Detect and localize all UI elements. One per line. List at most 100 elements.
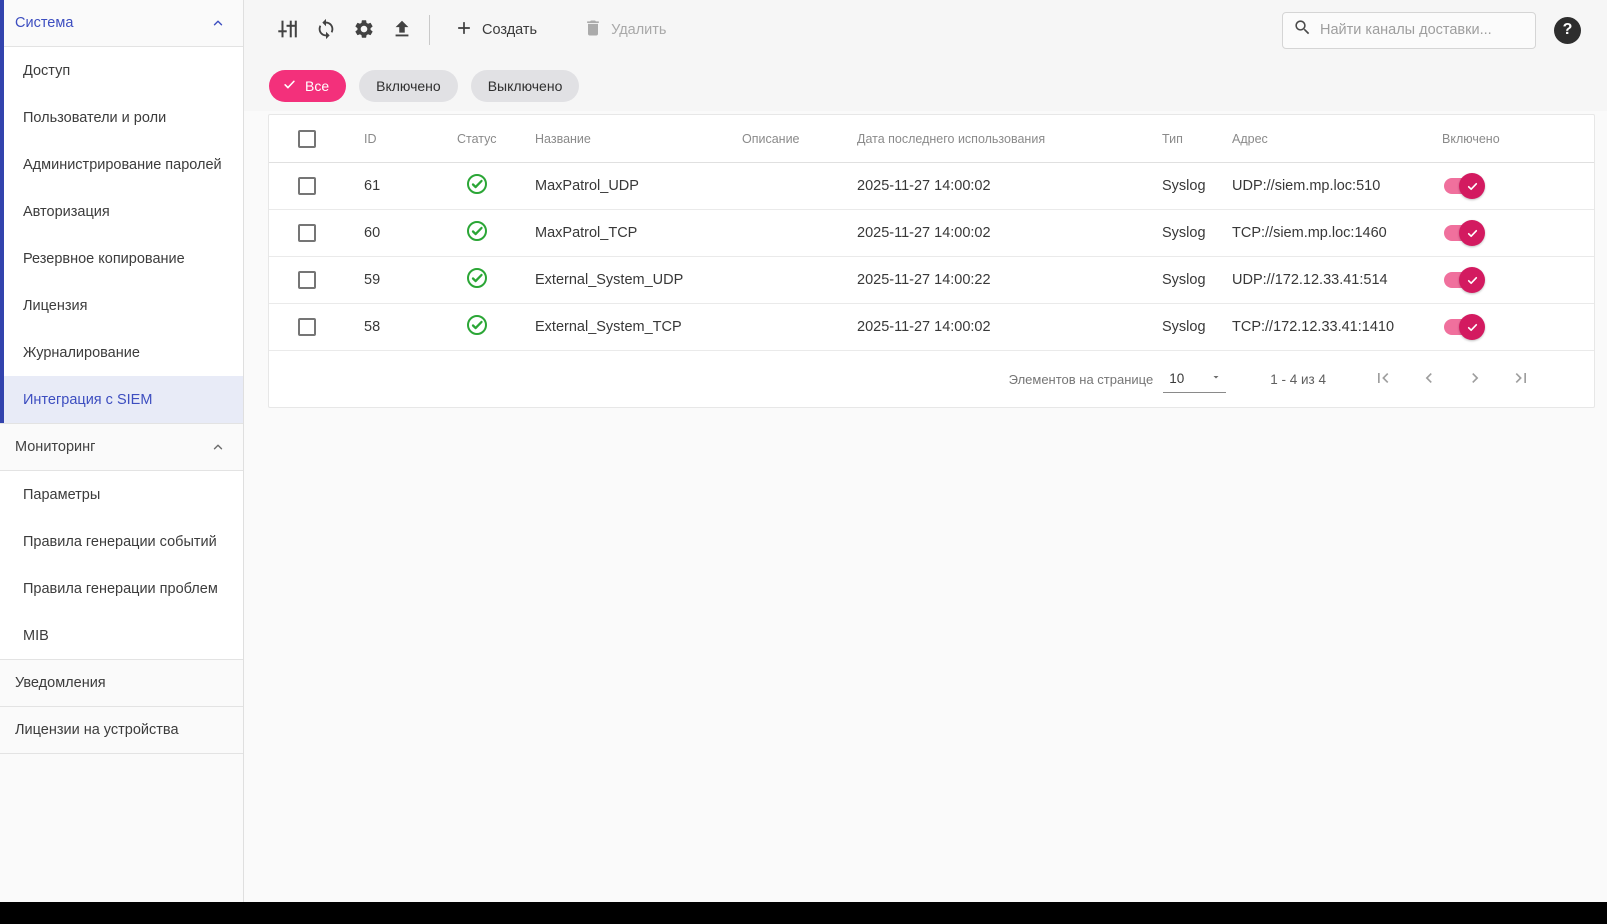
items-per-page-label: Элементов на странице <box>1008 371 1154 387</box>
active-group-accent-bar <box>0 0 4 423</box>
table-header-row: ID Статус Название Описание Дата последн… <box>269 115 1594 163</box>
sidebar-item-device-licenses[interactable]: Лицензии на устройства <box>0 707 243 754</box>
plus-icon <box>454 18 474 42</box>
search-box <box>1282 11 1536 49</box>
pagination-range-label: 1 - 4 из 4 <box>1270 371 1326 387</box>
column-header-enabled: Включено <box>1442 131 1500 146</box>
filter-chips-row: Все Включено Выключено <box>244 60 1607 111</box>
cell-address: UDP://siem.mp.loc:510 <box>1232 178 1381 194</box>
filter-chip-disabled[interactable]: Выключено <box>470 69 580 102</box>
enabled-toggle[interactable] <box>1444 173 1488 199</box>
cell-id: 60 <box>364 225 381 241</box>
status-ok-icon <box>457 172 535 200</box>
sidebar-group-system[interactable]: Система <box>0 0 243 47</box>
cell-name: MaxPatrol_TCP <box>535 225 638 241</box>
sidebar-item-password-admin[interactable]: Администрирование паролей <box>0 141 243 188</box>
app-window: Система Доступ Пользователи и роли Админ… <box>0 0 1607 902</box>
sidebar-item-notifications[interactable]: Уведомления <box>0 660 243 707</box>
pagination-nav <box>1368 364 1536 394</box>
sidebar-item-parameters[interactable]: Параметры <box>0 471 243 518</box>
cell-id: 58 <box>364 319 381 335</box>
sidebar-item-authorization[interactable]: Авторизация <box>0 188 243 235</box>
sidebar-item-backup[interactable]: Резервное копирование <box>0 235 243 282</box>
refresh-button[interactable] <box>307 11 345 49</box>
chevron-up-icon <box>211 440 225 454</box>
cell-last-used: 2025-11-27 14:00:22 <box>857 272 991 288</box>
next-page-button[interactable] <box>1460 364 1490 394</box>
sidebar-group-label: Система <box>15 15 74 31</box>
cell-type: Syslog <box>1162 319 1206 335</box>
sidebar-item-mib[interactable]: MIB <box>0 612 243 659</box>
sidebar-group-monitoring[interactable]: Мониторинг <box>0 424 243 471</box>
search-icon <box>1293 18 1312 42</box>
sidebar-item-problem-rules[interactable]: Правила генерации проблем <box>0 565 243 612</box>
settings-button[interactable] <box>345 11 383 49</box>
toggle-check-icon <box>1459 173 1485 199</box>
enabled-toggle[interactable] <box>1444 267 1488 293</box>
delete-button-label: Удалить <box>611 22 667 38</box>
tune-icon <box>277 18 299 43</box>
cell-type: Syslog <box>1162 178 1206 194</box>
sidebar-item-siem-integration[interactable]: Интеграция с SIEM <box>0 376 243 423</box>
last-page-button[interactable] <box>1506 364 1536 394</box>
table-row[interactable]: 61 MaxPatrol_UDP 2025-11-27 14:00:02 Sys… <box>269 163 1594 210</box>
status-ok-icon <box>457 313 535 341</box>
pagination-bar: Элементов на странице 10 1 - 4 из 4 <box>269 351 1594 407</box>
sidebar-group-monitoring-items: Параметры Правила генерации событий Прав… <box>0 471 243 660</box>
filter-chip-enabled[interactable]: Включено <box>359 69 458 102</box>
table-row[interactable]: 59 External_System_UDP 2025-11-27 14:00:… <box>269 257 1594 304</box>
sidebar: Система Доступ Пользователи и роли Админ… <box>0 0 244 902</box>
sidebar-item-event-rules[interactable]: Правила генерации событий <box>0 518 243 565</box>
chevron-left-icon <box>1419 368 1439 391</box>
first-page-button[interactable] <box>1368 364 1398 394</box>
sidebar-item-users-roles[interactable]: Пользователи и роли <box>0 94 243 141</box>
cell-type: Syslog <box>1162 225 1206 241</box>
filter-chip-label: Все <box>305 77 330 94</box>
cell-name: External_System_TCP <box>535 319 682 335</box>
search-input[interactable] <box>1320 22 1525 38</box>
cell-last-used: 2025-11-27 14:00:02 <box>857 319 991 335</box>
caret-down-icon <box>1210 371 1222 386</box>
table-row[interactable]: 60 MaxPatrol_TCP 2025-11-27 14:00:02 Sys… <box>269 210 1594 257</box>
column-header-id: ID <box>364 131 377 146</box>
cell-address: TCP://172.12.33.41:1410 <box>1232 319 1395 335</box>
sidebar-group-label: Мониторинг <box>15 439 96 455</box>
upload-button[interactable] <box>383 11 421 49</box>
items-per-page-value: 10 <box>1169 371 1185 386</box>
cell-address: UDP://172.12.33.41:514 <box>1232 272 1388 288</box>
toggle-check-icon <box>1459 314 1485 340</box>
sidebar-item-license[interactable]: Лицензия <box>0 282 243 329</box>
cell-last-used: 2025-11-27 14:00:02 <box>857 225 991 241</box>
previous-page-button[interactable] <box>1414 364 1444 394</box>
row-checkbox[interactable] <box>298 177 316 195</box>
create-button[interactable]: Создать <box>444 10 547 50</box>
row-checkbox[interactable] <box>298 271 316 289</box>
column-header-address: Адрес <box>1232 131 1268 146</box>
enabled-toggle[interactable] <box>1444 220 1488 246</box>
table-row[interactable]: 58 External_System_TCP 2025-11-27 14:00:… <box>269 304 1594 351</box>
sidebar-item-logging[interactable]: Журналирование <box>0 329 243 376</box>
cell-name: MaxPatrol_UDP <box>535 178 639 194</box>
create-button-label: Создать <box>482 22 538 38</box>
check-icon <box>282 77 297 95</box>
filter-chip-label: Включено <box>376 77 441 94</box>
status-ok-icon <box>457 266 535 294</box>
filter-settings-button[interactable] <box>269 11 307 49</box>
sidebar-item-access[interactable]: Доступ <box>0 47 243 94</box>
cell-type: Syslog <box>1162 272 1206 288</box>
select-all-checkbox[interactable] <box>298 129 316 148</box>
last-page-icon <box>1511 368 1531 391</box>
row-checkbox[interactable] <box>298 318 316 336</box>
filter-chip-all[interactable]: Все <box>269 69 347 102</box>
delivery-channels-table: ID Статус Название Описание Дата последн… <box>268 114 1595 408</box>
help-button[interactable]: ? <box>1554 16 1581 44</box>
delete-button[interactable]: Удалить <box>573 10 676 50</box>
column-header-status: Статус <box>457 131 497 146</box>
items-per-page-select[interactable]: 10 <box>1163 365 1227 393</box>
toolbar: Создать Удалить <box>244 0 1607 60</box>
cell-id: 61 <box>364 178 381 194</box>
enabled-toggle[interactable] <box>1444 314 1488 340</box>
row-checkbox[interactable] <box>298 224 316 242</box>
cell-name: External_System_UDP <box>535 272 684 288</box>
refresh-icon <box>315 18 337 43</box>
